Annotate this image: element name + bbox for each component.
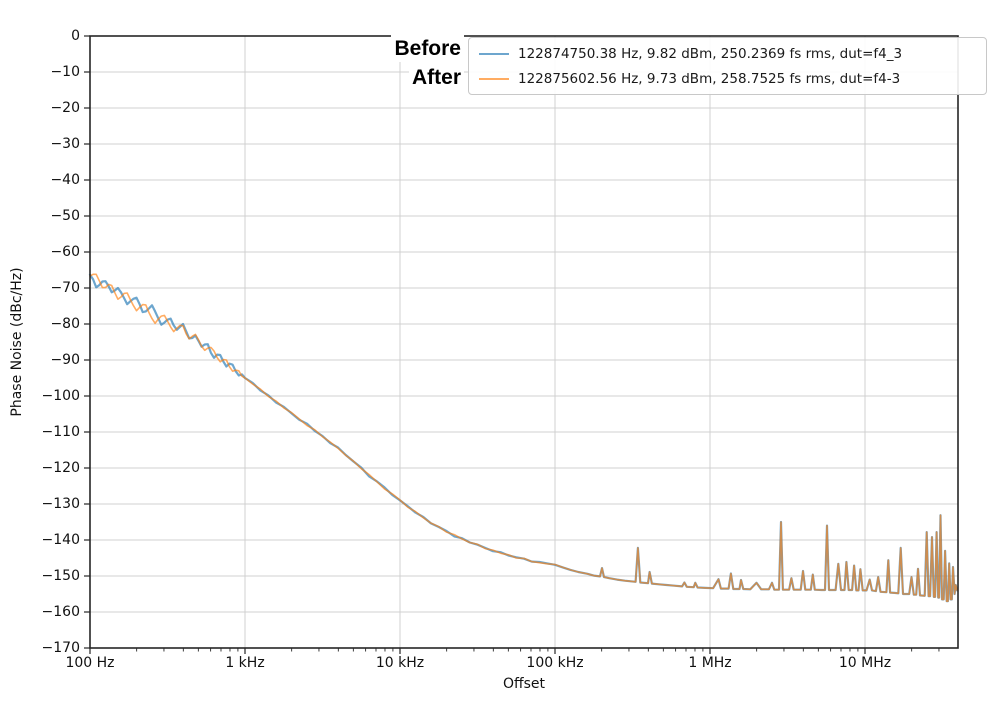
y-tick-label: −30 <box>50 136 80 152</box>
y-tick-label: −130 <box>41 496 80 512</box>
y-tick-label: −110 <box>41 424 80 440</box>
x-tick-label: 10 MHz <box>838 655 892 671</box>
y-tick-label: −90 <box>50 352 80 368</box>
x-axis-label: Offset <box>502 676 546 692</box>
y-tick-label: −40 <box>50 172 80 188</box>
y-tick-label: −70 <box>50 280 80 296</box>
x-tick-label: 100 kHz <box>526 655 584 671</box>
legend-label-after: 122875602.56 Hz, 9.73 dBm, 258.7525 fs r… <box>518 70 901 87</box>
annotation-after: After <box>408 64 464 91</box>
trace-after <box>89 273 959 603</box>
annotation-before: Before <box>391 35 464 62</box>
y-tick-label: −80 <box>50 316 80 332</box>
legend-label-before: 122874750.38 Hz, 9.82 dBm, 250.2369 fs r… <box>518 45 903 62</box>
y-tick-label: −100 <box>41 388 80 404</box>
y-tick-label: −150 <box>41 568 80 584</box>
y-tick-label: −120 <box>41 460 80 476</box>
legend-entry-after: 122875602.56 Hz, 9.73 dBm, 258.7525 fs r… <box>479 67 978 90</box>
y-axis-label: Phase Noise (dBc/Hz) <box>9 267 25 417</box>
y-tick-label: −10 <box>50 64 80 80</box>
x-tick-label: 1 MHz <box>688 655 732 671</box>
before-line-swatch <box>479 52 509 55</box>
axes-spines <box>89 35 959 649</box>
y-tick-label: −160 <box>41 604 80 620</box>
y-tick-label: −170 <box>41 640 80 656</box>
x-tick-label: 1 kHz <box>225 655 265 671</box>
legend-entry-before: 122874750.38 Hz, 9.82 dBm, 250.2369 fs r… <box>479 42 978 65</box>
y-tick-label: −50 <box>50 208 80 224</box>
y-tick-label: −140 <box>41 532 80 548</box>
legend: 122874750.38 Hz, 9.82 dBm, 250.2369 fs r… <box>468 37 987 95</box>
y-tick-label: −60 <box>50 244 80 260</box>
x-tick-label: 10 kHz <box>375 655 425 671</box>
y-tick-label: 0 <box>71 28 80 44</box>
y-tick-label: −20 <box>50 100 80 116</box>
after-line-swatch <box>479 77 509 80</box>
x-tick-label: 100 Hz <box>65 655 115 671</box>
